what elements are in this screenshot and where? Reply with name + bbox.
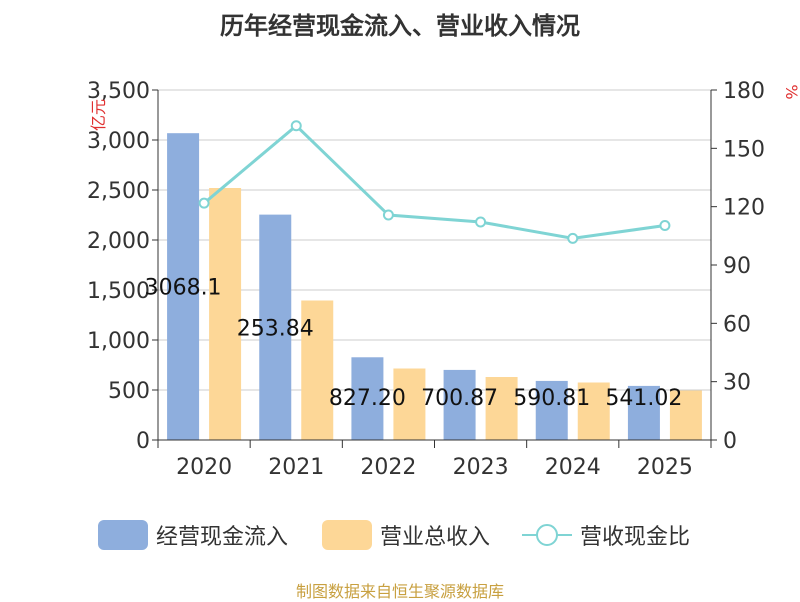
bar-revenue: [209, 188, 242, 440]
line-layer: [198, 120, 671, 244]
ratio-point: [198, 197, 210, 209]
ratio-point: [567, 232, 579, 244]
x-tick-label: 2021: [268, 455, 324, 480]
legend-line-marker-icon: [522, 520, 572, 550]
y-right-axis-label: %: [782, 84, 800, 99]
y-left-tick-label: 3,500: [87, 79, 150, 104]
data-label-cash-inflow: 253.84: [237, 316, 314, 341]
y-left-axis-label: 亿元: [89, 99, 108, 131]
data-labels-layer: 3068.1 253.84 827.20 700.87 590.81 541.02: [145, 276, 683, 411]
ratio-point: [382, 209, 394, 221]
legend-label-cash-inflow: 经营现金流入: [156, 525, 289, 550]
data-label-cash-inflow: 700.87: [421, 386, 498, 411]
legend-label-revenue: 营业总收入: [380, 525, 491, 550]
chart-title: 历年经营现金流入、营业收入情况: [220, 12, 580, 40]
axes-layer: 0 500 1,000 1,500 2,000 2,500 3,000 3,500 0 30 60 9…: [87, 79, 800, 480]
y-left-tick-label: 3,000: [87, 129, 150, 154]
y-right-tick-label: 60: [723, 312, 751, 337]
ratio-point: [659, 220, 671, 232]
y-left-tick-label: 1,500: [87, 279, 150, 304]
data-label-cash-inflow: 827.20: [329, 386, 406, 411]
bar-revenue: [301, 300, 334, 440]
bar-revenue: [577, 382, 610, 440]
bars-layer: [167, 133, 702, 440]
source-note: 制图数据来自恒生聚源数据库: [295, 582, 504, 601]
bar-cash-inflow: [535, 380, 568, 440]
ratio-line: [203, 123, 666, 240]
x-tick-label: 2024: [545, 455, 601, 480]
bar-cash-inflow: [259, 214, 292, 440]
y-right-tick-label: 0: [723, 429, 737, 454]
data-label-cash-inflow: 590.81: [513, 386, 590, 411]
y-right-tick-label: 180: [723, 79, 765, 104]
legend-item-ratio[interactable]: 营收现金比: [522, 518, 690, 552]
y-right-tick-label: 90: [723, 254, 751, 279]
y-left-tick-label: 1,000: [87, 329, 150, 354]
x-tick-label: 2022: [360, 455, 416, 480]
y-left-tick-label: 2,000: [87, 229, 150, 254]
bar-revenue: [485, 377, 518, 440]
y-right-tick-label: 30: [723, 371, 751, 396]
data-label-cash-inflow: 3068.1: [145, 276, 222, 301]
y-left-tick-label: 2,500: [87, 179, 150, 204]
x-tick-label: 2025: [637, 455, 693, 480]
legend-item-cash-inflow[interactable]: 经营现金流入: [98, 518, 288, 552]
bar-cash-inflow: [351, 357, 384, 440]
ratio-point: [475, 216, 487, 228]
bar-revenue: [393, 368, 426, 440]
y-left-tick-label: 500: [108, 379, 150, 404]
bar-cash-inflow: [627, 385, 660, 440]
y-left-tick-label: 0: [136, 429, 150, 454]
bar-cash-inflow: [443, 369, 476, 440]
legend-swatch-revenue: [322, 520, 372, 550]
legend-label-ratio: 营收现金比: [580, 525, 691, 550]
x-tick-label: 2023: [453, 455, 509, 480]
y-right-tick-label: 150: [723, 137, 765, 162]
y-right-tick-label: 120: [723, 196, 765, 221]
ratio-point: [290, 120, 302, 132]
legend-item-revenue[interactable]: 营业总收入: [322, 518, 490, 552]
bar-cash-inflow: [167, 133, 200, 440]
legend-swatch-cash-inflow: [98, 520, 148, 550]
bar-revenue: [669, 390, 702, 440]
data-label-cash-inflow: 541.02: [605, 386, 682, 411]
x-tick-label: 2020: [176, 455, 232, 480]
grid-lines: [158, 89, 711, 391]
